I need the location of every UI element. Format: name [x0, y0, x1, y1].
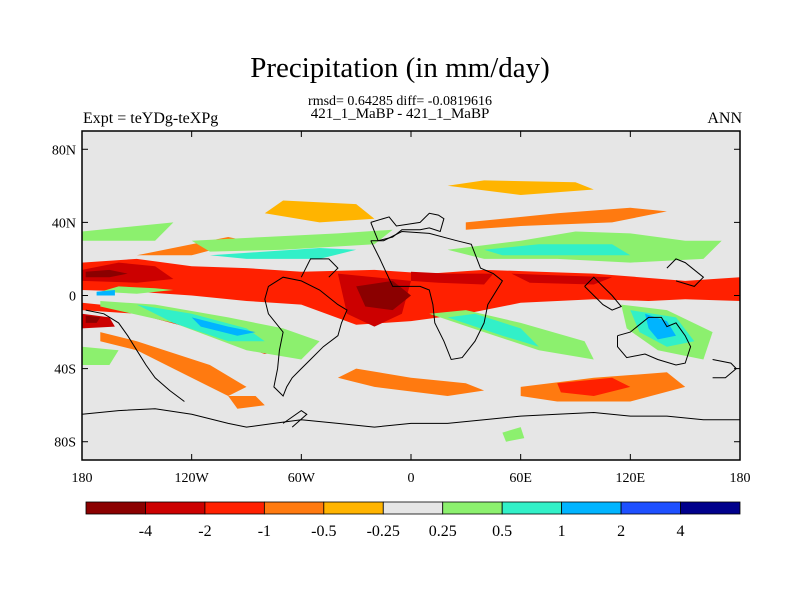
- colorbar-label: -4: [139, 523, 152, 540]
- contour-region-0: [82, 258, 740, 325]
- contour-region-6: [511, 273, 613, 285]
- y-tick-label: 80S: [54, 436, 76, 451]
- contour-region-1: [82, 262, 174, 283]
- colorbar-label: 4: [677, 523, 685, 540]
- season-label: ANN: [707, 110, 742, 127]
- colorbar-swatch-5: [382, 501, 444, 515]
- contour-region-2: [85, 269, 128, 278]
- coastline-3: [300, 258, 339, 278]
- colorbar-label: 0.25: [429, 523, 457, 540]
- contour-region-17: [264, 200, 375, 223]
- contour-region-9: [85, 315, 101, 323]
- x-tick-label: 0: [408, 471, 415, 486]
- x-tick-label: 180: [730, 471, 751, 486]
- contour-region-26: [191, 317, 256, 336]
- coastline-6: [666, 258, 705, 287]
- contour-region-28: [447, 313, 539, 347]
- contour-region-4: [356, 280, 411, 311]
- colorbar-swatch-7: [501, 501, 563, 515]
- colorbar-label: 0.5: [492, 523, 512, 540]
- stats-line: rmsd= 0.64285 diff= -0.0819616: [308, 94, 492, 109]
- colorbar-swatch-3: [263, 501, 325, 515]
- contour-region-31: [645, 313, 676, 340]
- coastline-1: [370, 230, 504, 361]
- colorbar-swatch-8: [561, 501, 622, 515]
- colorbar-label: 2: [617, 523, 625, 540]
- x-tick-label: 120W: [175, 471, 210, 486]
- colorbar-swatch-10: [680, 501, 741, 515]
- coastline-5: [617, 316, 692, 366]
- contour-region-32: [82, 346, 119, 365]
- contour-region-18: [447, 180, 594, 195]
- contour-region-33: [502, 427, 525, 442]
- colorbar-label: -0.5: [311, 523, 336, 540]
- y-tick-label: 0: [69, 290, 76, 305]
- contour-fills: [82, 180, 740, 442]
- contour-region-23: [484, 244, 631, 256]
- colorbar-label: -1: [258, 523, 271, 540]
- x-tick-label: 120E: [616, 471, 646, 486]
- x-tick-label: 180: [72, 471, 93, 486]
- colorbar-label: -0.25: [367, 523, 400, 540]
- y-tick-label: 40S: [54, 363, 76, 378]
- colorbar-label: -2: [198, 523, 211, 540]
- chart-subtitle: 421_1_MaBP - 421_1_MaBP: [310, 106, 490, 122]
- contour-region-13: [557, 377, 631, 396]
- contour-region-10: [100, 332, 247, 396]
- contour-region-5: [411, 271, 494, 285]
- colorbar-swatch-9: [620, 501, 681, 515]
- x-tick-label: 60E: [509, 471, 532, 486]
- experiment-label: Expt = teYDg-teXPg: [83, 110, 219, 127]
- y-tick-label: 40N: [52, 216, 76, 231]
- coastline-9: [282, 409, 308, 428]
- colorbar-swatch-0: [85, 501, 146, 515]
- colorbar-swatch-1: [145, 501, 206, 515]
- contour-region-20: [191, 229, 393, 252]
- contour-region-19: [82, 222, 174, 241]
- contour-region-35: [96, 290, 115, 296]
- coastline-8: [82, 408, 740, 428]
- coastline-2: [264, 276, 348, 397]
- coastline-10: [85, 309, 185, 402]
- colorbar-label: 1: [558, 523, 566, 540]
- x-tick-label: 60W: [288, 471, 316, 486]
- chart-title: Precipitation (in mm/day): [250, 52, 550, 84]
- contour-region-21: [209, 248, 357, 259]
- colorbar-swatch-6: [442, 501, 503, 515]
- colorbar-swatch-2: [204, 501, 265, 515]
- contour-region-11: [337, 368, 485, 396]
- contour-region-34: [100, 286, 174, 294]
- contour-region-14: [228, 396, 265, 409]
- colorbar-swatch-4: [323, 501, 384, 515]
- coastline-4: [584, 276, 623, 311]
- y-tick-label: 80N: [52, 143, 76, 158]
- contour-region-16: [465, 207, 667, 230]
